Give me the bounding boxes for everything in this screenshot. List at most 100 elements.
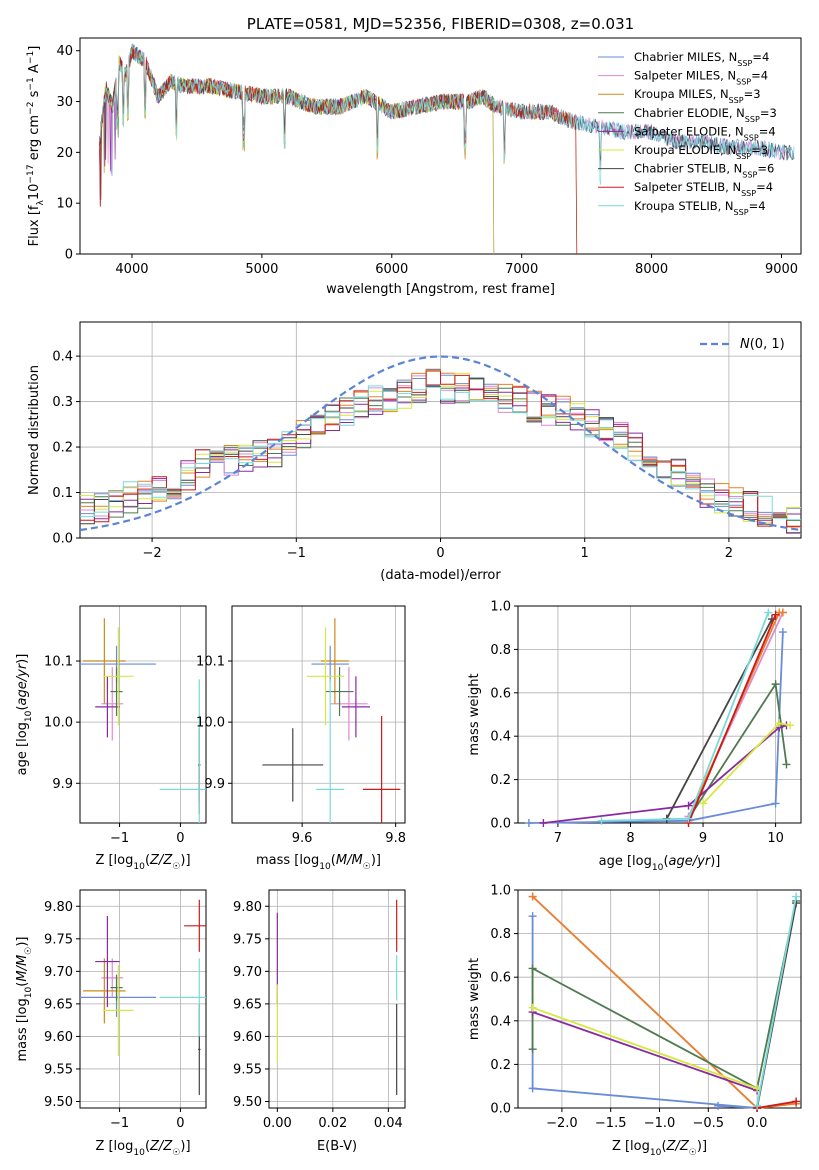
age-vs-Z-frame [79, 605, 207, 824]
weight-vs-Z-xtick-label: −0.5 [693, 1116, 725, 1131]
residuals-axes [76, 321, 802, 542]
spectrum-axes [76, 37, 802, 258]
spectrum-series-line [99, 47, 495, 254]
mass-vs-Z-ytick-label: 9.75 [44, 932, 73, 947]
mass-vs-Z-ytick-label: 9.65 [44, 997, 73, 1012]
mass-vs-ebv-ytick-label: 9.75 [233, 932, 262, 947]
weight-vs-Z-series-marker [528, 1084, 537, 1093]
age-vs-Z-ytick-label: 9.9 [52, 777, 73, 792]
weight-vs-Z-ylabel: mass weight [467, 958, 482, 1040]
mass-vs-ebv-ytick-label: 9.50 [233, 1095, 262, 1110]
mass-vs-Z-ytick-label: 9.80 [44, 900, 73, 915]
weight-vs-age-series-marker [778, 628, 787, 637]
weight-vs-Z-series-marker [528, 964, 537, 973]
weight-vs-age-series-marker [597, 816, 606, 825]
mass-vs-ebv-xtick-label: 0.04 [374, 1116, 403, 1131]
weight-vs-age-series-marker [764, 608, 773, 617]
residuals-normal-curve [80, 355, 801, 532]
spectrum-legend-label: Salpeter ELODIE, NSSP=4 [634, 124, 776, 142]
residuals-xtick-label: −1 [287, 546, 306, 561]
weight-vs-Z-series-marker [714, 1101, 723, 1110]
mass-vs-ebv-xtick-label: 0.00 [263, 1116, 292, 1131]
age-vs-mass-ytick-label: 10.1 [196, 655, 225, 670]
weight-vs-age-xtick-label: 9 [699, 831, 707, 846]
weight-vs-Z-series-line [531, 895, 797, 1109]
mass-vs-Z-xlabel: Z [log10(Z/Z☉)] [95, 1139, 190, 1158]
weight-vs-Z-series-line [531, 900, 797, 1090]
residuals-legend-label: N(0, 1) [740, 337, 785, 352]
age-vs-mass-xtick-label: 9.8 [385, 831, 406, 846]
spectrum-xtick-label: 9000 [765, 262, 798, 277]
spectrum-legend-label: Chabrier ELODIE, NSSP=3 [634, 106, 777, 124]
weight-vs-Z-series-marker [528, 892, 537, 901]
spectrum-xtick-label: 5000 [245, 262, 278, 277]
spectrum-legend-label: Chabrier MILES, NSSP=4 [634, 50, 769, 68]
weight-vs-Z-xlabel: Z [log10(Z/Z☉)] [612, 1139, 707, 1158]
spectrum-ytick-label: 0 [65, 248, 73, 263]
spectrum-series-line [99, 45, 795, 161]
weight-vs-Z-ytick-label: 0.0 [490, 1102, 511, 1117]
mass-vs-Z-ytick-label: 9.50 [44, 1095, 73, 1110]
age-vs-Z-xtick-label: 0 [176, 831, 184, 846]
weight-vs-Z-xtick-label: −2.0 [546, 1116, 578, 1131]
weight-vs-age-series-marker [699, 799, 708, 808]
age-vs-Z-xtick-label: −1 [110, 831, 129, 846]
weight-vs-Z-ytick-label: 0.2 [490, 1058, 511, 1073]
mass-vs-Z-ytick-label: 9.55 [44, 1062, 73, 1077]
age-vs-mass-axes [228, 605, 406, 827]
residuals-xtick-label: −2 [143, 546, 162, 561]
weight-vs-age-series-marker [524, 819, 533, 827]
weight-vs-age-series-marker [771, 680, 780, 689]
spectrum-ytick-label: 10 [56, 197, 73, 212]
spectrum-xtick-label: 6000 [375, 262, 408, 277]
age-vs-mass-ytick-label: 10.0 [196, 716, 225, 731]
weight-vs-age-series-marker [775, 719, 784, 728]
spectrum-legend-label: Salpeter MILES, NSSP=4 [634, 69, 768, 87]
mass-vs-ebv-frame [268, 889, 406, 1109]
age-vs-mass-ytick-label: 9.9 [204, 777, 225, 792]
spectrum-series-line [99, 44, 495, 254]
age-vs-Z-ytick-label: 10.1 [44, 655, 73, 670]
weight-vs-Z-series-line [756, 1100, 797, 1109]
mass-vs-Z-xtick-label: −1 [110, 1116, 129, 1131]
mass-vs-Z-axes [76, 889, 207, 1112]
residuals-xtick-label: 0 [436, 546, 444, 561]
mass-vs-ebv-ytick-label: 9.60 [233, 1030, 262, 1045]
age-vs-Z-axes [76, 605, 207, 827]
spectrum-title: PLATE=0581, MJD=52356, FIBERID=0308, z=0… [247, 15, 634, 33]
spectrum-legend-label: Kroupa ELODIE, NSSP=3 [634, 143, 768, 161]
weight-vs-Z-axes [514, 889, 802, 1112]
spectrum-ytick-label: 30 [56, 95, 73, 110]
weight-vs-age-series-marker [684, 801, 693, 810]
spectrum-legend-label: Chabrier STELIB, NSSP=6 [634, 162, 774, 180]
weight-vs-Z-ytick-label: 0.4 [490, 1014, 511, 1029]
mass-vs-Z-ytick-label: 9.60 [44, 1030, 73, 1045]
age-vs-Z-xlabel: Z [log10(Z/Z☉)] [95, 853, 190, 872]
weight-vs-age-xtick-label: 7 [554, 831, 562, 846]
weight-vs-age-ytick-label: 0.2 [490, 773, 511, 788]
age-vs-mass-xlabel: mass [log10(M/M☉)] [256, 853, 381, 872]
weight-vs-age-series-line [687, 614, 777, 824]
spectrum-legend-label: Kroupa STELIB, NSSP=4 [634, 199, 766, 217]
weight-vs-age-series-marker [782, 760, 791, 769]
weight-vs-age-ylabel: mass weight [467, 673, 482, 755]
weight-vs-Z-series-marker [528, 1003, 537, 1012]
weight-vs-age-xtick-label: 10 [767, 831, 784, 846]
weight-vs-age-xlabel: age [log10(age/yr)] [599, 854, 721, 873]
spectrum-xtick-label: 4000 [115, 262, 148, 277]
mass-vs-ebv-ytick-label: 9.70 [233, 965, 262, 980]
residuals-histogram-series [80, 385, 801, 521]
weight-vs-Z-series-marker [528, 912, 537, 921]
weight-vs-age-series-line [601, 612, 770, 822]
weight-vs-Z-series-line [531, 895, 797, 1109]
age-vs-Z-ylabel: age [log10(age/yr)] [15, 654, 34, 776]
residuals-ytick-label: 0.2 [52, 441, 73, 456]
residuals-ylabel: Normed distribution [27, 365, 42, 495]
mass-vs-Z-ylabel: mass [log10(M/M☉)] [15, 937, 34, 1062]
spectrum-ytick-label: 20 [56, 146, 73, 161]
residuals-xtick-label: 2 [725, 546, 733, 561]
residuals-ytick-label: 0.4 [52, 350, 73, 365]
spectrum-legend-label: Salpeter STELIB, NSSP=4 [634, 180, 773, 198]
weight-vs-age-series-marker [684, 814, 693, 823]
